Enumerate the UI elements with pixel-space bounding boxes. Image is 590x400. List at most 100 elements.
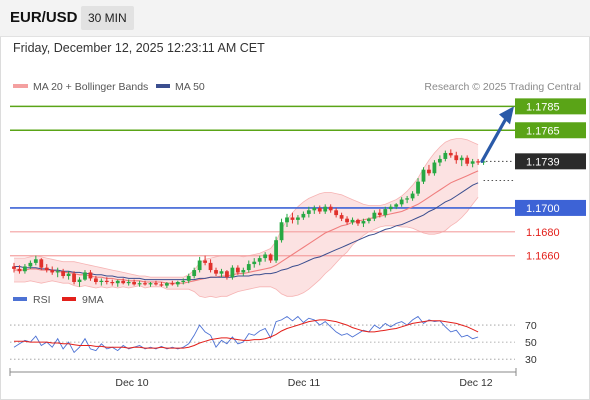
x-tick-label: Dec 11 [288,377,321,389]
candle-body [317,207,322,212]
candle-body [164,283,169,286]
bollinger-lower-line [14,196,479,298]
symbol-title: EUR/USD [10,9,78,26]
candle-body [345,218,349,223]
candle-body [94,278,98,282]
rsi-ma-line [14,319,479,349]
candle-body [17,268,22,272]
rsi-tick-label: 30 [525,354,537,366]
candle-body [110,282,115,284]
candle-body [427,169,431,174]
support-level-label: 1.1680 [526,227,560,239]
candle-body [72,273,76,282]
candle-body [372,212,377,219]
candle-body [235,267,240,273]
forecast-arrow-head [499,106,514,125]
resistance-level-label: 1.1785 [526,101,560,113]
x-tick-label: Dec 12 [459,377,492,389]
candle-body [225,271,229,278]
candle-body [263,254,268,259]
candle-body [377,212,382,216]
candle-body [181,280,186,282]
candle-body [12,266,16,269]
candle-body [432,162,437,174]
candle-body [159,284,164,286]
candle-body [175,282,180,285]
candle-body [476,161,480,163]
candle-body [290,217,295,220]
rsi-ma-legend-label: 9MA [82,294,104,306]
candle-body [279,222,284,241]
resistance-level-tag [515,98,586,115]
candle-body [44,267,49,271]
candle-body [246,264,251,271]
candle-body [437,158,442,163]
chart-header: EUR/USD 30 MIN [0,0,590,37]
x-tick-label: Dec 10 [115,377,148,389]
candle-body [230,267,235,278]
pivot-level-label: 1.1700 [526,203,560,215]
candle-body [361,221,366,224]
candle-body [296,217,300,220]
candle-body [301,213,306,218]
rsi-tick-label: 70 [525,320,537,332]
candle-body [23,266,27,272]
resistance-level-label: 1.1765 [526,125,560,137]
candle-body [323,206,328,212]
candle-body [350,219,355,223]
current-price-tag [515,153,586,170]
candle-body [83,272,87,280]
bollinger-band-area [14,138,479,298]
candle-body [121,280,126,284]
candle-body [214,270,218,274]
candle-body [416,181,420,194]
candle-body [99,280,104,282]
candle-body [252,261,257,265]
candle-body [285,217,289,223]
candle-body [208,262,213,271]
candle-body [421,169,426,182]
candle-body [410,193,415,199]
candle-body [241,270,246,273]
candle-body [328,206,333,211]
candle-body [61,271,66,277]
candle-body [148,283,153,285]
rsi-legend-swatch [13,297,27,301]
candle-body [312,207,317,211]
candle-body [394,204,399,207]
candle-body [481,161,486,163]
rsi-tick-label: 50 [525,337,537,349]
forecast-arrow-shaft [480,118,507,163]
candle-body [39,259,44,268]
candle-body [50,270,55,273]
candle-body [197,260,202,271]
candle-body [132,282,137,285]
rsi-ma-legend-swatch [62,297,76,301]
candle-body [257,258,262,262]
ma20-legend-label: MA 20 + Bollinger Bands [33,81,148,93]
candle-body [268,254,273,261]
candle-body [383,209,388,216]
ma50-legend-label: MA 50 [175,81,205,93]
candle-body [459,157,464,161]
candle-body [219,271,224,274]
candle-body [115,280,120,284]
candle-body [126,282,131,284]
current-price-label: 1.1739 [526,156,560,168]
candle-body [186,276,191,281]
timeframe-button[interactable]: 30 MIN [81,6,134,30]
candle-body [367,218,371,222]
candle-body [274,240,278,261]
candle-body [399,199,404,205]
candle-body [443,152,448,159]
candle-body [170,283,175,285]
support-level-label: 1.1660 [526,251,560,263]
candle-body [192,270,197,277]
candle-body [388,206,393,210]
candle-body [356,219,360,224]
candle-body [33,259,38,263]
resistance-level-tag [515,122,586,139]
timestamp: Friday, December 12, 2025 12:23:11 AM CE… [13,41,265,55]
candle-body [465,157,470,164]
candle-body [470,161,475,164]
